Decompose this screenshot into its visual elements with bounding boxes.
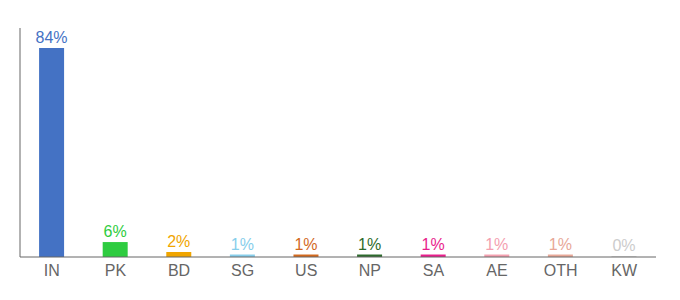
svg-text:1%: 1% xyxy=(485,236,508,253)
svg-text:2%: 2% xyxy=(167,233,190,250)
svg-text:1%: 1% xyxy=(358,236,381,253)
svg-text:0%: 0% xyxy=(612,237,635,254)
svg-text:AE: AE xyxy=(486,262,507,279)
svg-text:IN: IN xyxy=(44,262,60,279)
svg-text:1%: 1% xyxy=(549,236,572,253)
svg-text:SA: SA xyxy=(423,262,445,279)
svg-text:OTH: OTH xyxy=(544,262,578,279)
svg-text:SG: SG xyxy=(231,262,254,279)
svg-text:US: US xyxy=(295,262,317,279)
svg-text:PK: PK xyxy=(105,262,127,279)
svg-text:1%: 1% xyxy=(231,236,254,253)
svg-text:1%: 1% xyxy=(294,236,317,253)
svg-text:NP: NP xyxy=(359,262,381,279)
svg-text:1%: 1% xyxy=(422,236,445,253)
svg-text:6%: 6% xyxy=(104,223,127,240)
svg-text:84%: 84% xyxy=(36,29,68,46)
svg-text:KW: KW xyxy=(611,262,638,279)
svg-text:BD: BD xyxy=(168,262,190,279)
